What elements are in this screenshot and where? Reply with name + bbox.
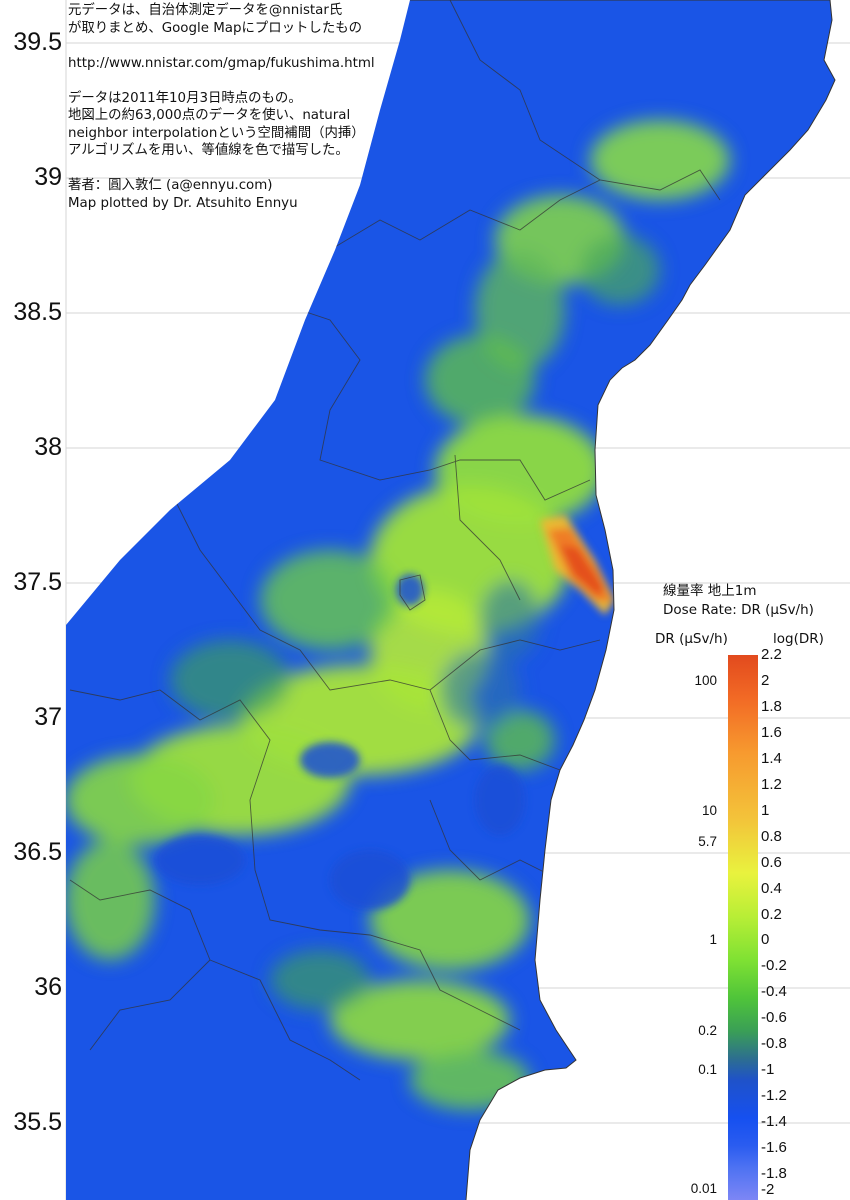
log-tick-label: -0.6 bbox=[761, 1009, 787, 1027]
note-line: Map plotted by Dr. Atsuhito Ennyu bbox=[68, 195, 298, 211]
note-line bbox=[68, 37, 375, 55]
log-tick-label: -1.4 bbox=[761, 1113, 787, 1131]
legend-log-header: log(DR) bbox=[773, 631, 824, 647]
dr-tick-label: 1 bbox=[709, 932, 717, 948]
log-tick-label: -1.8 bbox=[761, 1165, 787, 1183]
log-tick-label: 2.2 bbox=[761, 646, 782, 663]
log-tick-label: 2 bbox=[761, 671, 770, 689]
dr-tick-label: 100 bbox=[694, 672, 717, 688]
note-line: neighbor interpolationという空間補間（内挿） bbox=[68, 125, 365, 141]
log-tick-label: -0.8 bbox=[761, 1035, 787, 1053]
log-tick-label: 1.8 bbox=[761, 697, 782, 715]
latitude-label: 35.5 bbox=[13, 1108, 62, 1136]
dr-tick-label: 0.01 bbox=[690, 1181, 717, 1196]
latitude-label: 39 bbox=[34, 163, 62, 191]
latitude-label: 37 bbox=[34, 703, 62, 731]
dr-tick-label: 5.7 bbox=[698, 834, 717, 850]
map-notes: 元データは、自治体測定データを@nnistar氏 が取りまとめ、Google M… bbox=[68, 2, 375, 212]
latitude-label: 36 bbox=[34, 973, 62, 1001]
log-tick-label: 1.4 bbox=[761, 749, 782, 767]
log-tick-label: 0.6 bbox=[761, 853, 782, 871]
latitude-label: 39.5 bbox=[13, 28, 62, 56]
dr-tick-label: 0.1 bbox=[698, 1062, 717, 1078]
note-line: 著者：圓入敦仁 (a@ennyu.com) bbox=[68, 178, 273, 193]
legend-dr-header: DR (μSv/h) bbox=[655, 631, 728, 647]
latitude-label: 36.5 bbox=[13, 838, 62, 866]
log-tick-label: 1 bbox=[761, 801, 770, 819]
log-tick-label: 0 bbox=[761, 931, 770, 949]
log-tick-label: -1.2 bbox=[761, 1087, 787, 1105]
latitude-label: 38.5 bbox=[13, 298, 62, 326]
log-tick-label: -1.6 bbox=[761, 1139, 787, 1157]
coastline bbox=[410, 0, 836, 1200]
log-tick-label: -0.4 bbox=[761, 983, 787, 1001]
legend-title-en: Dose Rate: DR (μSv/h) bbox=[663, 602, 814, 618]
legend-title-ja: 線量率 地上1m bbox=[663, 583, 757, 599]
note-line: http://www.nnistar.com/gmap/fukushima.ht… bbox=[68, 55, 375, 71]
admin-boundaries bbox=[69, 0, 721, 1081]
log-tick-label: 0.2 bbox=[761, 905, 782, 923]
latitude-label: 37.5 bbox=[13, 568, 62, 596]
log-tick-label: -1 bbox=[761, 1061, 775, 1079]
dr-tick-label: 0.2 bbox=[698, 1023, 717, 1039]
log-tick-label: 1.2 bbox=[761, 775, 782, 793]
note-line: データは2011年10月3日時点のもの。 bbox=[68, 90, 302, 106]
note-line: 地図上の約63,000点のデータを使い、natural bbox=[68, 108, 351, 123]
log-tick-label: -2 bbox=[761, 1181, 775, 1198]
legend-title: 線量率 地上1m Dose Rate: DR (μSv/h) bbox=[663, 582, 814, 620]
note-line: アルゴリズムを用い、等値線を色で描写した。 bbox=[68, 143, 349, 158]
log-tick-label: 0.4 bbox=[761, 879, 782, 897]
dr-tick-label: 10 bbox=[701, 802, 717, 818]
log-tick-label: 1.6 bbox=[761, 723, 782, 741]
latitude-label: 38 bbox=[34, 433, 62, 461]
note-line bbox=[68, 160, 375, 178]
note-line: 元データは、自治体測定データを@nnistar氏 bbox=[68, 3, 343, 18]
note-line: が取りまとめ、Google Mapにプロットしたもの bbox=[68, 20, 362, 36]
log-tick-label: -0.2 bbox=[761, 957, 787, 975]
note-line bbox=[68, 72, 375, 90]
log-tick-label: 0.8 bbox=[761, 827, 782, 845]
color-scale-bar bbox=[728, 655, 758, 1200]
